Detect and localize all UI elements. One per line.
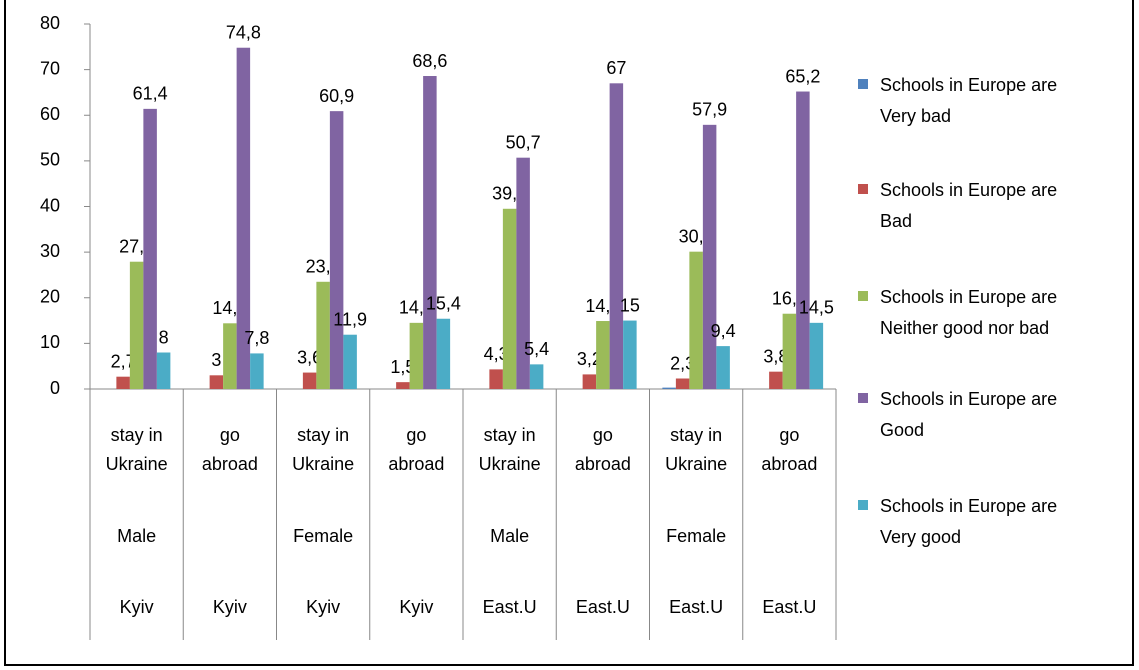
bar [623, 320, 637, 389]
data-label: 61,4 [133, 84, 168, 104]
x-tick-label: East.U [575, 597, 630, 617]
x-tick-label: stay in Ukraine [665, 425, 728, 474]
legend-swatch [858, 500, 868, 510]
data-label: 15,4 [426, 293, 461, 313]
data-label: 60,9 [319, 86, 354, 106]
legend-swatch [858, 184, 868, 194]
y-tick-label: 50 [40, 150, 60, 170]
x-tick-label: Male [490, 526, 530, 546]
data-label: 4,3 [484, 344, 509, 364]
y-tick-label: 70 [40, 58, 60, 78]
legend-swatch [858, 291, 868, 301]
data-label: 68,6 [412, 51, 447, 71]
bar [316, 281, 330, 389]
bar [596, 321, 610, 389]
bar [129, 261, 144, 389]
y-tick-label: 20 [40, 287, 60, 307]
data-label: 11,9 [333, 309, 367, 329]
x-tick-label: Male [117, 526, 157, 546]
data-label: 7,8 [244, 328, 269, 348]
x-tick-label: East.U [482, 597, 537, 617]
x-tick-label: Kyiv [399, 597, 434, 617]
bar [609, 83, 624, 389]
data-label: 2,3 [670, 353, 695, 373]
data-label: 5,4 [524, 339, 549, 359]
bar [529, 364, 544, 389]
bar [436, 318, 451, 389]
data-label: 14,5 [799, 298, 834, 318]
bar [116, 376, 130, 389]
x-tick-label: Female [666, 526, 727, 546]
data-label: 15 [620, 295, 640, 315]
chart-frame [4, 0, 1134, 666]
legend-label: Schools in Europe are Very bad [880, 75, 1058, 126]
x-tick-label: stay in Ukraine [292, 425, 355, 474]
bar [329, 111, 344, 390]
legend-label: Schools in Europe are Very good [880, 496, 1058, 547]
data-label: 3,2 [577, 349, 602, 369]
y-tick-label: 10 [40, 332, 60, 352]
bar [582, 374, 597, 389]
bar [423, 76, 437, 389]
x-tick-label: East.U [669, 597, 724, 617]
legend-label: Schools in Europe are Neither good nor b… [880, 287, 1058, 338]
legend-swatch [858, 79, 868, 89]
bar [223, 323, 237, 389]
data-label: 9,4 [711, 321, 736, 341]
bar [769, 371, 783, 389]
bar [409, 322, 424, 389]
x-tick-label: go abroad [761, 425, 818, 474]
bar [502, 208, 517, 389]
bar [702, 124, 717, 390]
bar [302, 372, 317, 389]
data-label: 2,7 [111, 351, 136, 371]
bar [209, 375, 224, 389]
x-tick-label: stay in Ukraine [105, 425, 168, 474]
data-label: 74,8 [226, 22, 261, 42]
y-tick-label: 80 [40, 13, 60, 33]
x-tick-label: Female [293, 526, 354, 546]
data-label: 50,7 [506, 132, 541, 152]
legend-label: Schools in Europe are Bad [880, 180, 1058, 231]
x-tick-label: stay in Ukraine [478, 425, 541, 474]
y-tick-label: 60 [40, 104, 60, 124]
bar [675, 378, 690, 389]
data-label: 1,5 [390, 357, 415, 377]
data-label: 65,2 [785, 66, 820, 86]
legend-label: Schools in Europe are Good [880, 389, 1058, 440]
bar [143, 108, 157, 390]
bar [396, 382, 410, 389]
data-label: 3,6 [297, 347, 322, 367]
bar [250, 353, 264, 389]
bar [343, 334, 357, 389]
bar [796, 91, 810, 390]
y-tick-label: 30 [40, 241, 60, 261]
bar [716, 346, 730, 389]
data-label: 57,9 [692, 100, 727, 120]
bar [809, 322, 824, 389]
x-tick-label: Kyiv [212, 597, 247, 617]
bar [662, 387, 676, 389]
bar [689, 251, 703, 389]
bar [156, 352, 171, 389]
x-tick-label: Kyiv [119, 597, 154, 617]
data-label: 8 [159, 327, 169, 347]
bar [489, 369, 503, 389]
y-tick-label: 0 [50, 378, 60, 398]
data-label: 3,8 [763, 346, 788, 366]
bar [782, 313, 797, 389]
bar [516, 157, 530, 389]
bar [236, 47, 251, 389]
x-tick-label: Kyiv [306, 597, 341, 617]
legend-swatch [858, 393, 868, 403]
data-label: 3 [211, 350, 221, 370]
x-tick-label: East.U [762, 597, 817, 617]
x-tick-label: go abroad [388, 425, 445, 474]
x-tick-label: go abroad [574, 425, 631, 474]
x-tick-label: go abroad [201, 425, 258, 474]
y-tick-label: 40 [40, 195, 60, 215]
data-label: 67 [606, 58, 626, 78]
